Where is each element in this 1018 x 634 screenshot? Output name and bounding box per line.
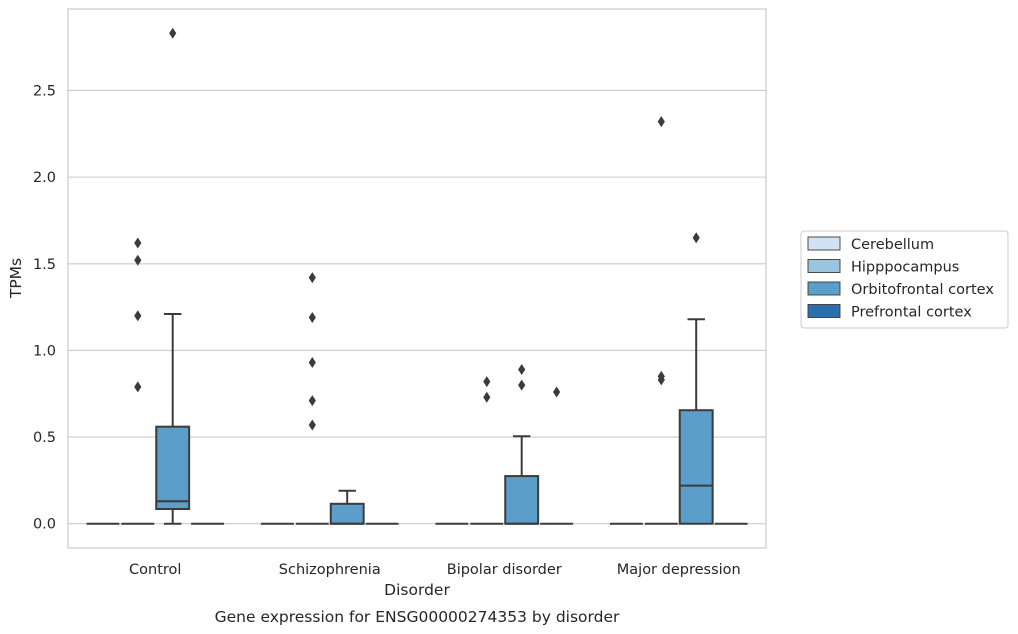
outlier-point (518, 363, 526, 375)
outlier-point (692, 232, 700, 244)
y-tick-label: 1.0 (33, 343, 56, 359)
x-tick-label: Major depression (617, 562, 741, 578)
outlier-point (553, 386, 561, 398)
x-tick-label: Control (129, 562, 181, 578)
axis-ticks: 0.0 0.5 1.0 1.5 2.0 2.5 Control Schizophrenia Bi… (33, 83, 741, 578)
box-group (644, 116, 678, 525)
box-group (678, 232, 714, 525)
outlier-point (308, 357, 316, 369)
y-tick-label: 1.5 (33, 257, 56, 273)
outlier-point (518, 379, 526, 391)
box-group (155, 27, 191, 525)
box (155, 425, 191, 511)
outlier-point (657, 116, 665, 128)
outlier-point (308, 272, 316, 284)
outlier-point (483, 391, 491, 403)
box (504, 475, 540, 525)
outlier-point (308, 395, 316, 407)
x-tick-label: Schizophrenia (279, 562, 381, 578)
outlier-point (134, 237, 142, 249)
outlier-point (134, 381, 142, 393)
outlier-point (134, 310, 142, 322)
y-tick-label: 0.0 (33, 517, 56, 533)
y-tick-label: 2.5 (33, 83, 56, 99)
legend-label: Prefrontal cortex (851, 305, 972, 321)
box-group (470, 376, 504, 525)
outlier-point (308, 311, 316, 323)
legend-label: Hipppocampus (851, 260, 959, 276)
legend-label: Cerebellum (851, 237, 934, 253)
boxes (86, 27, 748, 525)
x-axis-label: Disorder (384, 581, 450, 599)
legend: Cerebellum Hipppocampus Orbitofrontal cort… (800, 230, 1009, 329)
x-tick-label: Bipolar disorder (447, 562, 562, 578)
legend-swatch (807, 259, 841, 273)
y-tick-label: 0.5 (33, 430, 56, 446)
outlier-point (657, 370, 665, 382)
legend-label: Orbitofrontal cortex (851, 282, 994, 298)
box-group (504, 363, 540, 525)
legend-frame (800, 230, 1009, 329)
outlier-point (483, 376, 491, 388)
box (329, 502, 365, 525)
box-group (540, 386, 574, 525)
outlier-point (308, 419, 316, 431)
box-group (121, 237, 155, 525)
box-group (295, 272, 329, 525)
box (678, 409, 714, 525)
legend-swatch (807, 236, 841, 251)
plot-frame (67, 8, 767, 549)
outlier-point (169, 27, 177, 39)
y-axis-label: TPMs (7, 258, 25, 299)
box-group (329, 489, 365, 525)
y-tick-label: 2.0 (33, 170, 56, 186)
outlier-point (134, 254, 142, 266)
legend-swatch (807, 304, 841, 318)
chart-caption: Gene expression for ENSG00000274353 by d… (215, 608, 620, 626)
legend-swatch (807, 281, 841, 296)
